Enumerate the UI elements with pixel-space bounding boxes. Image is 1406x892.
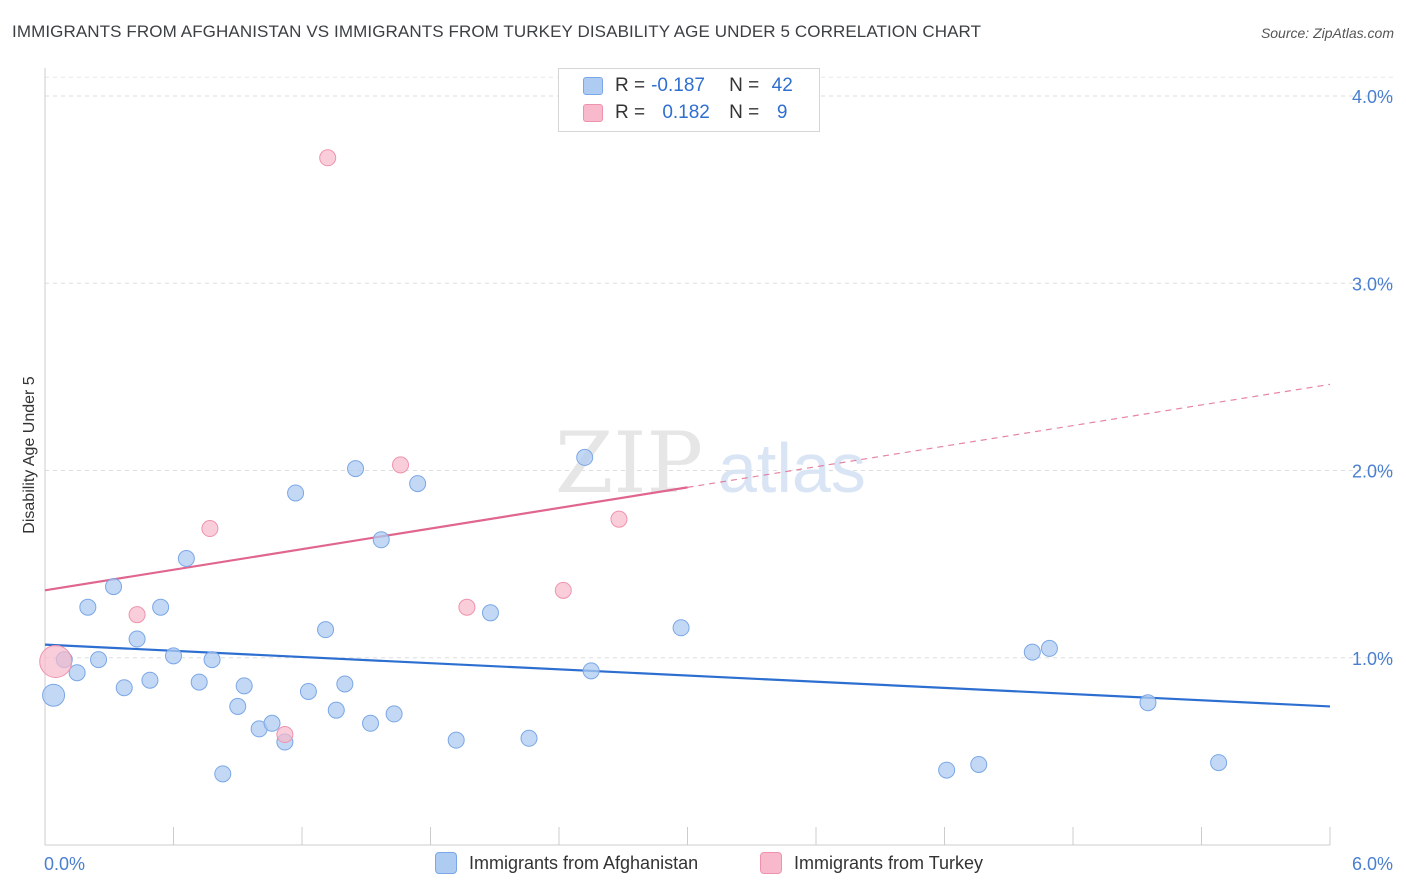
watermark-atlas: atlas [718,429,866,507]
point-afghanistan [409,475,427,493]
point-afghanistan [128,630,146,648]
legend-swatch-afghanistan [435,852,457,874]
point-afghanistan [481,604,499,622]
point-turkey [276,726,294,744]
y-tick-label: 3.0% [1352,274,1393,294]
point-afghanistan [447,731,465,749]
point-afghanistan [520,729,538,747]
point-afghanistan [317,621,335,639]
point-turkey [128,606,146,624]
trend-line-turkey [44,486,688,592]
point-afghanistan [336,675,354,693]
legend-label-afghanistan: Immigrants from Afghanistan [469,852,699,873]
point-afghanistan [287,484,305,502]
legend-n-value: 42 [771,75,793,96]
trend-line-afghanistan [44,643,1331,708]
point-afghanistan [141,671,159,689]
point-afghanistan [582,662,600,680]
legend-n-label: N = [729,75,760,96]
point-afghanistan [299,682,317,700]
legend-item-turkey: Immigrants from Turkey [760,852,983,874]
trend-line-turkey-extension [687,383,1331,488]
point-afghanistan [347,460,365,478]
legend-swatch-turkey [760,852,782,874]
watermark: ZIP atlas [555,414,866,512]
point-afghanistan [214,765,232,783]
legend-n-value: 9 [776,102,788,123]
data-points [39,149,1228,783]
point-afghanistan [1040,639,1058,657]
legend-item-afghanistan: Immigrants from Afghanistan [435,852,698,874]
grid-lines [45,76,1395,659]
point-afghanistan [79,598,97,616]
y-axis-title: Disability Age Under 5 [21,376,38,534]
legend-r-value: -0.187 [651,75,705,96]
y-tick-label: 1.0% [1352,649,1393,669]
point-turkey [201,520,219,538]
point-afghanistan [1023,643,1041,661]
point-afghanistan [263,714,281,732]
y-tick-label: 2.0% [1352,462,1393,482]
point-afghanistan [970,755,988,773]
point-turkey [458,598,476,616]
x-tick-label-min: 0.0% [44,854,85,874]
point-turkey [554,581,572,599]
point-afghanistan [672,619,690,637]
point-afghanistan [235,677,253,695]
legend-label-turkey: Immigrants from Turkey [794,852,984,873]
point-afghanistan [385,705,403,723]
point-afghanistan [1139,694,1157,712]
point-afghanistan [115,679,133,697]
point-afghanistan [229,697,247,715]
point-afghanistan [1210,754,1228,772]
legend-r-value: 0.182 [662,102,710,123]
point-afghanistan [327,701,345,719]
y-tick-labels: 1.0% 2.0% 3.0% 4.0% [1352,87,1393,669]
point-afghanistan [372,531,390,549]
point-afghanistan [203,651,221,669]
point-afghanistan [42,683,66,707]
chart-title: IMMIGRANTS FROM AFGHANISTAN VS IMMIGRANT… [12,22,982,41]
chart-source: Source: ZipAtlas.com [1260,25,1394,41]
legend-swatch-turkey [583,104,603,122]
legend-n-label: N = [729,102,760,123]
point-turkey [319,149,337,167]
point-afghanistan [362,714,380,732]
point-turkey [610,510,628,528]
point-afghanistan [177,550,195,568]
x-ticks [44,827,1331,845]
legend-swatch-afghanistan [583,77,603,95]
correlation-legend: R = -0.187 N = 42 R = 0.182 N = 9 [558,68,820,132]
point-afghanistan [152,598,170,616]
series-legend: Immigrants from Afghanistan Immigrants f… [0,852,1406,878]
legend-r-label: R = [615,75,646,96]
point-afghanistan [938,761,956,779]
point-afghanistan [90,651,108,669]
legend-row-afghanistan: R = -0.187 N = 42 [583,73,797,99]
y-tick-label: 4.0% [1352,87,1393,107]
x-tick-label-max: 6.0% [1352,854,1393,874]
legend-row-turkey: R = 0.182 N = 9 [583,100,797,126]
point-afghanistan [190,673,208,691]
point-afghanistan [576,448,594,466]
legend-r-label: R = [615,102,646,123]
point-turkey [39,644,73,678]
trend-lines [44,383,1331,708]
point-afghanistan [165,647,182,665]
point-afghanistan [105,578,123,596]
point-turkey [392,456,410,474]
point-afghanistan [68,664,86,682]
